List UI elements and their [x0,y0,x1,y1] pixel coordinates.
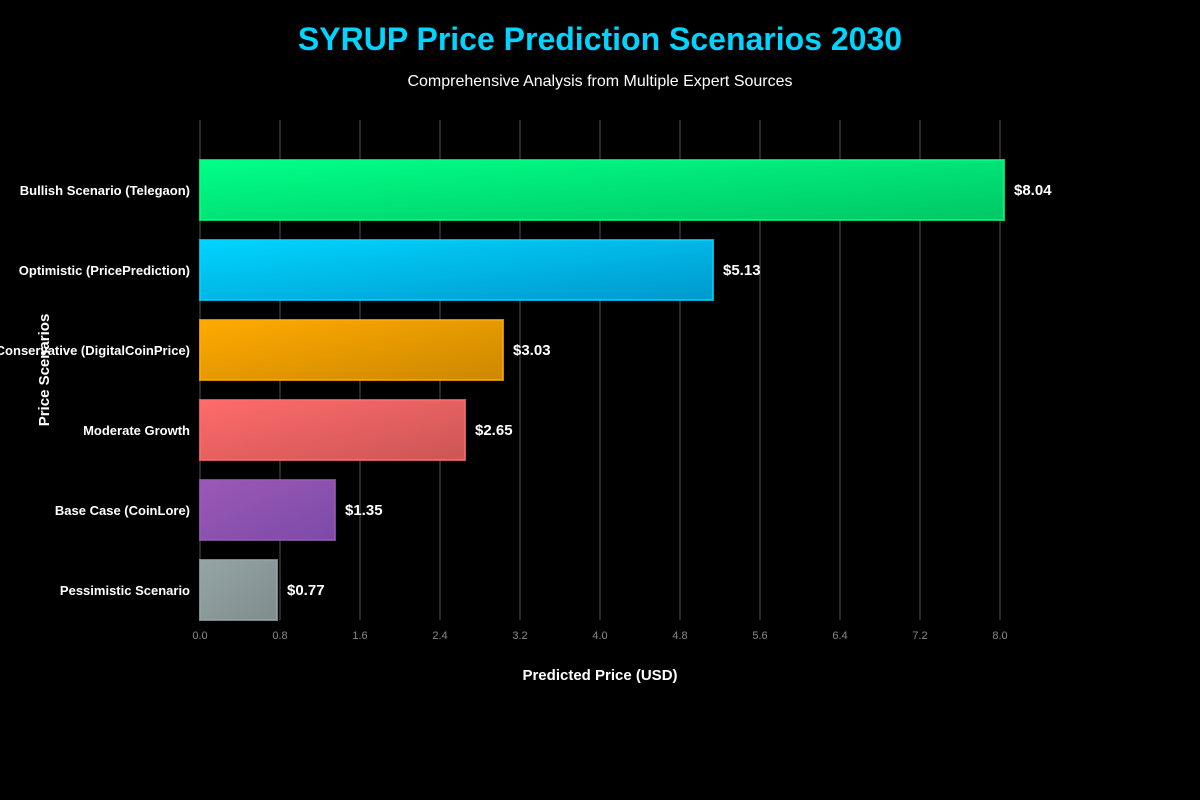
x-tick-label: 7.2 [912,630,927,642]
x-tick-label: 8.0 [992,630,1007,642]
x-tick-label: 1.6 [352,630,367,642]
bar[interactable] [199,479,336,541]
data-label: $2.65 [475,422,513,439]
x-tick-label: 0.8 [272,630,287,642]
bar[interactable] [199,319,504,381]
data-label: $8.04 [1014,182,1052,199]
x-tick-label: 4.8 [672,630,687,642]
bar[interactable] [199,559,278,621]
x-tick-label: 4.0 [592,630,607,642]
x-tick-label: 0.0 [192,630,207,642]
data-label: $3.03 [513,342,551,359]
category-label: Optimistic (PricePrediction) [19,263,190,278]
x-tick-label: 5.6 [752,630,767,642]
x-axis-label: Predicted Price (USD) [522,667,677,684]
bar[interactable] [199,239,714,301]
category-labels: Bullish Scenario (Telegaon) Optimistic (P… [0,183,190,598]
bars: $8.04 $5.13 $3.03 $2.65 $1.35 $0.77 [199,159,1052,621]
data-label: $1.35 [345,502,383,519]
category-label: Conservative (DigitalCoinPrice) [0,343,190,358]
x-tick-label: 6.4 [832,630,847,642]
x-tick-label: 2.4 [432,630,447,642]
x-tick-labels: 0.0 0.8 1.6 2.4 3.2 4.0 4.8 5.6 6.4 7.2 8.0 [192,630,1007,642]
data-label: $5.13 [723,262,761,279]
bar[interactable] [199,399,466,461]
category-label: Base Case (CoinLore) [55,503,190,518]
data-label: $0.77 [287,582,325,599]
category-label: Moderate Growth [83,423,190,438]
chart-title: SYRUP Price Prediction Scenarios 2030 [298,21,902,57]
category-label: Pessimistic Scenario [60,583,190,598]
category-label: Bullish Scenario (Telegaon) [20,183,190,198]
y-axis-label: Price Scenarios [36,314,53,427]
x-tick-label: 3.2 [512,630,527,642]
bar[interactable] [199,159,1005,221]
chart-subtitle: Comprehensive Analysis from Multiple Exp… [407,73,792,90]
